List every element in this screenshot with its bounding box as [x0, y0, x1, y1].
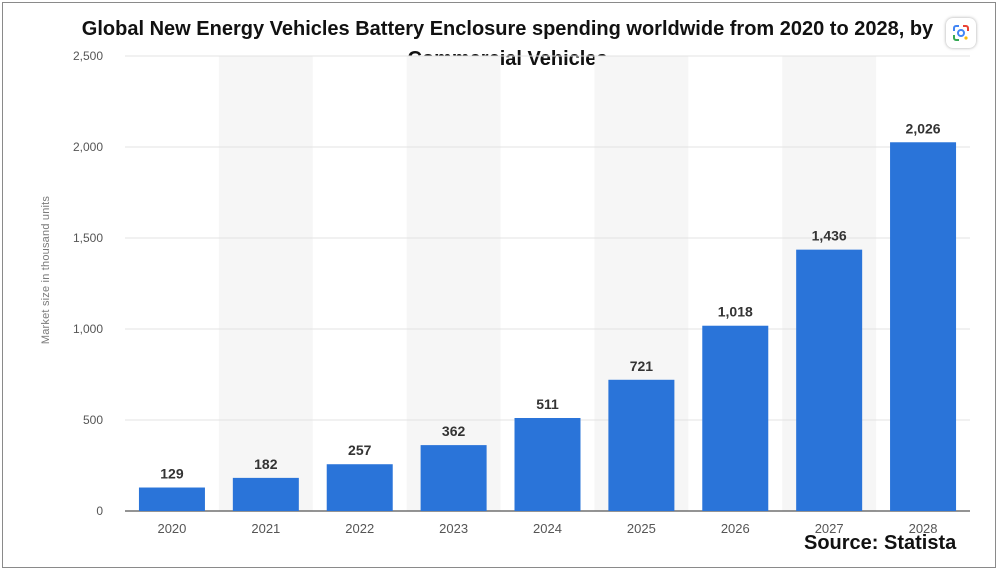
x-tick-label: 2022	[345, 521, 374, 536]
column-band	[406, 56, 501, 511]
value-label: 721	[630, 358, 654, 374]
bar-2026	[702, 325, 769, 511]
x-tick-label: 2021	[251, 521, 280, 536]
value-label: 129	[160, 466, 184, 482]
bar-2028	[890, 142, 957, 511]
y-tick-label: 1,000	[73, 322, 103, 336]
x-tick-label: 2028	[909, 521, 938, 536]
bar-2025	[608, 379, 675, 511]
x-tick-label: 2026	[721, 521, 750, 536]
value-label: 362	[442, 423, 466, 439]
x-tick-label: 2025	[627, 521, 656, 536]
y-tick-label: 2,500	[73, 49, 103, 63]
y-tick-label: 2,000	[73, 140, 103, 154]
value-label: 1,018	[718, 304, 753, 320]
bar-2027	[796, 249, 863, 511]
y-tick-label: 500	[83, 413, 103, 427]
value-label: 257	[348, 442, 372, 458]
y-tick-label: 0	[96, 504, 103, 518]
bar-2021	[232, 477, 299, 511]
column-band	[218, 56, 313, 511]
bar-2022	[326, 464, 393, 511]
bar-2020	[138, 487, 205, 511]
value-label: 182	[254, 456, 278, 472]
x-tick-label: 2027	[815, 521, 844, 536]
value-label: 1,436	[812, 228, 847, 244]
y-tick-label: 1,500	[73, 231, 103, 245]
google-lens-icon[interactable]	[946, 18, 976, 48]
x-tick-label: 2024	[533, 521, 562, 536]
bar-2023	[420, 445, 487, 511]
chart-title-line-1: Global New Energy Vehicles Battery Enclo…	[81, 18, 934, 40]
source-label: Source: Statista	[804, 532, 957, 554]
x-tick-label: 2023	[439, 521, 468, 536]
lens-glyph	[953, 25, 969, 41]
value-label: 511	[536, 396, 559, 412]
bar-2024	[514, 417, 581, 511]
x-tick-label: 2020	[157, 521, 186, 536]
value-label: 2,026	[906, 120, 941, 136]
